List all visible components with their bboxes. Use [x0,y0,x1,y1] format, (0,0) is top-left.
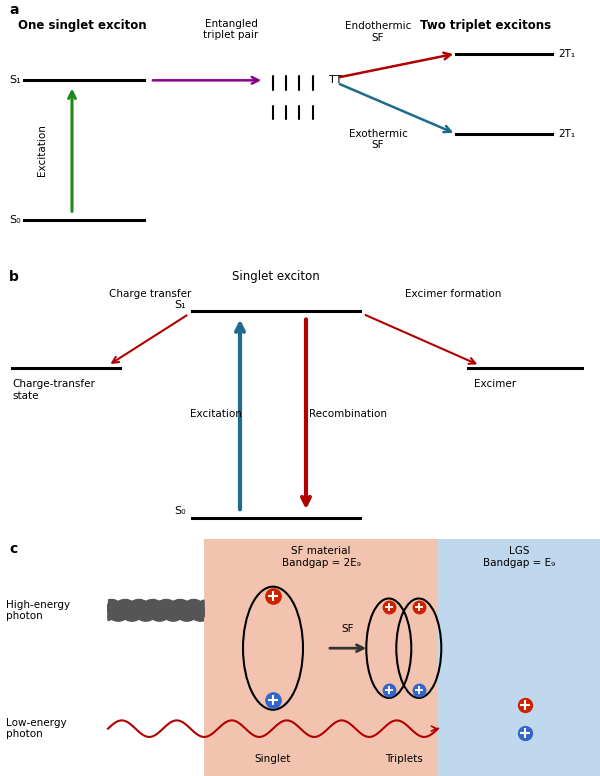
Text: Charge transfer: Charge transfer [109,289,191,300]
Text: Excimer: Excimer [474,379,516,389]
Text: 2T₁: 2T₁ [558,49,575,58]
Text: c: c [9,542,17,556]
Bar [204,539,438,776]
Text: Singlet exciton: Singlet exciton [232,271,320,283]
Bar [438,539,600,776]
Text: SF: SF [342,624,354,634]
Text: b: b [9,271,19,285]
Text: 2T₁: 2T₁ [558,129,575,139]
Text: Singlet: Singlet [255,754,291,764]
Text: Recombination: Recombination [309,410,387,419]
Text: S₀: S₀ [10,214,21,224]
Text: High-energy
photon: High-energy photon [6,600,70,621]
Text: Excitation: Excitation [190,410,242,419]
Text: TT: TT [329,75,342,85]
Text: a: a [9,2,19,16]
Text: Excimer formation: Excimer formation [405,289,501,300]
Text: LGS
Bandgap = E₉: LGS Bandgap = E₉ [483,546,555,568]
Text: Entangled
triplet pair: Entangled triplet pair [203,19,259,40]
Text: Endothermic
SF: Endothermic SF [345,22,411,43]
Text: Exothermic
SF: Exothermic SF [349,129,407,150]
Text: S₁: S₁ [175,300,186,310]
Text: Excitation: Excitation [37,124,47,176]
Text: Charge-transfer
state: Charge-transfer state [12,379,95,400]
Text: One singlet exciton: One singlet exciton [18,19,146,32]
Text: Two triplet excitons: Two triplet excitons [420,19,551,32]
Text: Low-energy
photon: Low-energy photon [6,718,67,740]
Text: S₁: S₁ [10,75,21,85]
Text: SF material
Bandgap = 2E₉: SF material Bandgap = 2E₉ [281,546,361,568]
Text: S₀: S₀ [175,506,186,516]
Text: Triplets: Triplets [385,754,422,764]
